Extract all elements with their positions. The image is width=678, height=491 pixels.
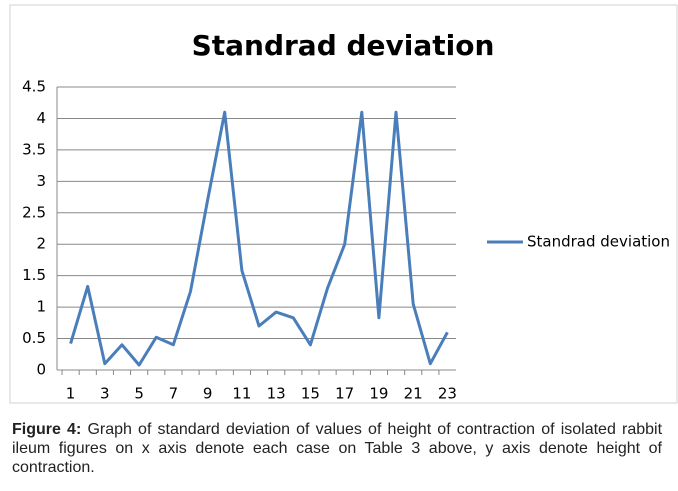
x-tick-label: 15 bbox=[301, 385, 320, 403]
x-tick-label: 3 bbox=[100, 385, 110, 403]
x-tick-label: 9 bbox=[203, 385, 213, 403]
x-tick-label: 23 bbox=[438, 385, 457, 403]
x-tick-label: 21 bbox=[404, 385, 423, 403]
caption-label: Figure 4: bbox=[12, 421, 82, 438]
chart-frame bbox=[9, 4, 678, 404]
legend-label: Standrad deviation bbox=[527, 233, 670, 251]
y-tick-label: 1.5 bbox=[22, 266, 46, 284]
y-tick-label: 4 bbox=[36, 109, 46, 127]
x-tick-label: 13 bbox=[267, 385, 286, 403]
caption-text: Graph of standard deviation of values of… bbox=[12, 421, 663, 476]
x-tick-label: 17 bbox=[335, 385, 354, 403]
y-tick-label: 1 bbox=[36, 298, 46, 316]
x-tick-label: 7 bbox=[169, 385, 179, 403]
y-tick-label: 0.5 bbox=[22, 329, 46, 347]
x-tick-label: 11 bbox=[232, 385, 251, 403]
y-tick-label: 3 bbox=[36, 172, 46, 190]
y-tick-label: 0 bbox=[36, 361, 46, 379]
y-tick-label: 2 bbox=[36, 235, 46, 253]
y-tick-label: 4.5 bbox=[22, 78, 46, 96]
y-tick-label: 3.5 bbox=[22, 140, 46, 158]
x-tick-label: 1 bbox=[66, 385, 76, 403]
chart: Standrad deviation 0 0.5 1 1.5 2 2.5 3 3.5 4 4.5 1… bbox=[9, 4, 678, 404]
chart-title: Standrad deviation bbox=[192, 29, 495, 62]
data-line bbox=[69, 110, 449, 367]
x-tick-label: 19 bbox=[369, 385, 388, 403]
caption: Figure 4: Graph of standard deviation of… bbox=[12, 420, 662, 477]
y-tick-label: 2.5 bbox=[22, 203, 46, 221]
x-tick-label: 5 bbox=[134, 385, 144, 403]
